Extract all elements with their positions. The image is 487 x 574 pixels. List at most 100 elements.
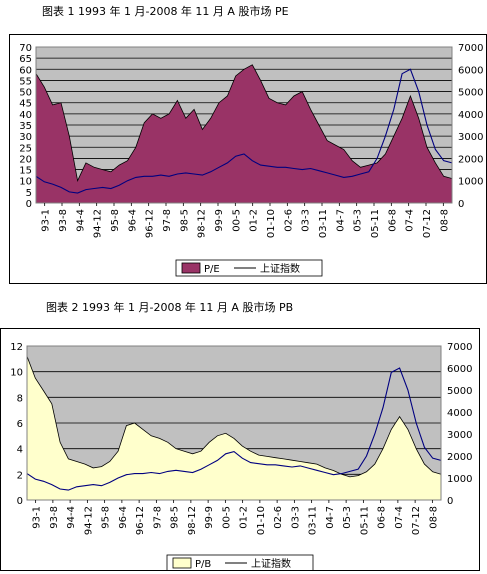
y-right-tick-label: 6000 [458, 65, 483, 76]
y-right-tick-label: 0 [447, 496, 453, 507]
x-tick-label: 99-9 [214, 209, 225, 232]
x-tick-label: 98-12 [197, 209, 208, 238]
x-tick-label: 94-4 [75, 209, 86, 232]
x-tick-label: 07-4 [405, 209, 416, 232]
y-left-tick-label: 12 [10, 342, 23, 353]
y-right-tick-label: 4000 [458, 110, 483, 121]
y-right-tick-label: 7000 [447, 342, 472, 353]
x-tick-label: 01-10 [256, 506, 267, 535]
x-tick-label: 06-8 [387, 209, 398, 232]
x-tick-label: 96-12 [145, 209, 156, 238]
x-tick-label: 01-2 [239, 506, 250, 529]
x-tick-label: 95-8 [101, 506, 112, 529]
y-left-tick-label: 40 [19, 110, 32, 121]
x-tick-label: 94-4 [66, 506, 77, 529]
y-right-tick-label: 5000 [447, 386, 472, 397]
x-tick-label: 00-5 [221, 506, 232, 529]
x-tick-label: 03-11 [318, 209, 329, 238]
line-series [26, 367, 442, 491]
y-left-tick-label: 0 [26, 199, 32, 210]
chart1-title: 图表 1 1993 年 1 月-2008 年 11 月 A 股市场 PE [42, 5, 289, 18]
y-left-tick-label: 45 [19, 99, 32, 110]
y-left-tick-label: 5 [26, 188, 32, 199]
x-tick-label: 08-8 [428, 506, 439, 529]
x-tick-label: 05-11 [370, 209, 381, 238]
chart2-title: 图表 2 1993 年 1 月-2008 年 11 月 A 股市场 PB [46, 301, 294, 314]
plot-border [26, 345, 442, 501]
y-left-tick-label: 65 [19, 54, 32, 65]
x-tick-label: 02-6 [273, 506, 284, 529]
y-right-tick-label: 7000 [458, 43, 483, 54]
x-tick-label: 97-8 [162, 209, 173, 232]
x-tick-label: 03-11 [308, 506, 319, 535]
x-tick-label: 97-8 [152, 506, 163, 529]
x-tick-label: 94-12 [83, 506, 94, 535]
area-series [35, 64, 453, 204]
y-right-tick-label: 3000 [458, 132, 483, 143]
y-right-tick-label: 6000 [447, 364, 472, 375]
legend-label-area: P/B [195, 559, 211, 570]
legend-label-line: 上证指数 [251, 557, 291, 570]
x-tick-label: 99-9 [204, 506, 215, 529]
y-left-tick-label: 8 [17, 393, 23, 404]
x-tick-label: 07-12 [422, 209, 433, 238]
y-left-tick-label: 10 [19, 177, 32, 188]
x-tick-label: 07-12 [411, 506, 422, 535]
chart2-frame: 0 2 4 6 8 10 12 0 1000 2000 3000 4000 5000 6000 7000 93… [0, 328, 480, 572]
x-tick-label: 02-6 [283, 209, 294, 232]
y-right-tick-label: 1000 [458, 177, 483, 188]
chart1-svg: 0510152025303540455055606570010002000300… [19, 43, 483, 277]
line-series [35, 68, 453, 194]
x-tick-label: 93-8 [49, 506, 60, 529]
legend-swatch-area [172, 557, 192, 569]
x-tick-label: 96-4 [127, 209, 138, 232]
y-left-tick-label: 35 [19, 121, 32, 132]
y-right-tick-label: 0 [458, 199, 464, 210]
x-tick-label: 98-12 [187, 506, 198, 535]
x-tick-label: 98-5 [179, 209, 190, 232]
x-tick-label: 07-4 [394, 506, 405, 529]
x-tick-label: 05-11 [359, 506, 370, 535]
x-tick-label: 04-7 [335, 209, 346, 232]
y-left-tick-label: 6 [17, 419, 23, 430]
x-tick-label: 95-8 [110, 209, 121, 232]
y-left-tick-label: 15 [19, 166, 32, 177]
y-left-tick-label: 60 [19, 65, 32, 76]
y-left-tick-label: 25 [19, 143, 32, 154]
legend-swatch-area [181, 262, 201, 274]
y-right-tick-label: 2000 [458, 154, 483, 165]
area-series [26, 356, 442, 501]
x-tick-label: 06-8 [377, 506, 388, 529]
y-left-tick-label: 2 [17, 470, 23, 481]
x-tick-label: 93-1 [32, 506, 43, 529]
y-right-tick-label: 4000 [447, 408, 472, 419]
y-left-tick-label: 50 [19, 88, 32, 99]
y-left-tick-label: 4 [17, 445, 23, 456]
x-tick-label: 04-7 [325, 506, 336, 529]
x-tick-label: 93-8 [58, 209, 69, 232]
y-left-tick-label: 0 [17, 496, 23, 507]
y-right-tick-label: 1000 [447, 474, 472, 485]
y-left-tick-label: 55 [19, 76, 32, 87]
y-right-tick-label: 2000 [447, 452, 472, 463]
x-tick-label: 08-8 [439, 209, 450, 232]
y-left-tick-label: 70 [19, 43, 32, 54]
x-tick-label: 98-5 [170, 506, 181, 529]
y-right-tick-label: 3000 [447, 430, 472, 441]
chart1-frame: 0 5 10 15 20 25 30 35 40 45 50 55 60 65 70 0 1000 2000 300… [9, 34, 487, 284]
y-right-tick-label: 5000 [458, 88, 483, 99]
x-tick-label: 96-4 [118, 506, 129, 529]
x-tick-label: 01-10 [266, 209, 277, 238]
x-tick-label: 00-5 [231, 209, 242, 232]
x-tick-label: 05-3 [353, 209, 364, 232]
legend-label-area: P/E [204, 264, 220, 275]
legend-label-line: 上证指数 [260, 262, 300, 275]
x-tick-label: 03-3 [290, 506, 301, 529]
chart2-svg: 0 2 4 6 8 10 12 0 1000 2000 3000 4000 5000 6000 7000 93… [10, 342, 472, 572]
x-tick-label: 93-1 [41, 209, 52, 232]
x-tick-label: 01-2 [249, 209, 260, 232]
y-left-tick-label: 30 [19, 132, 32, 143]
x-tick-label: 96-12 [135, 506, 146, 535]
plot-border [35, 46, 453, 204]
x-tick-label: 03-3 [301, 209, 312, 232]
